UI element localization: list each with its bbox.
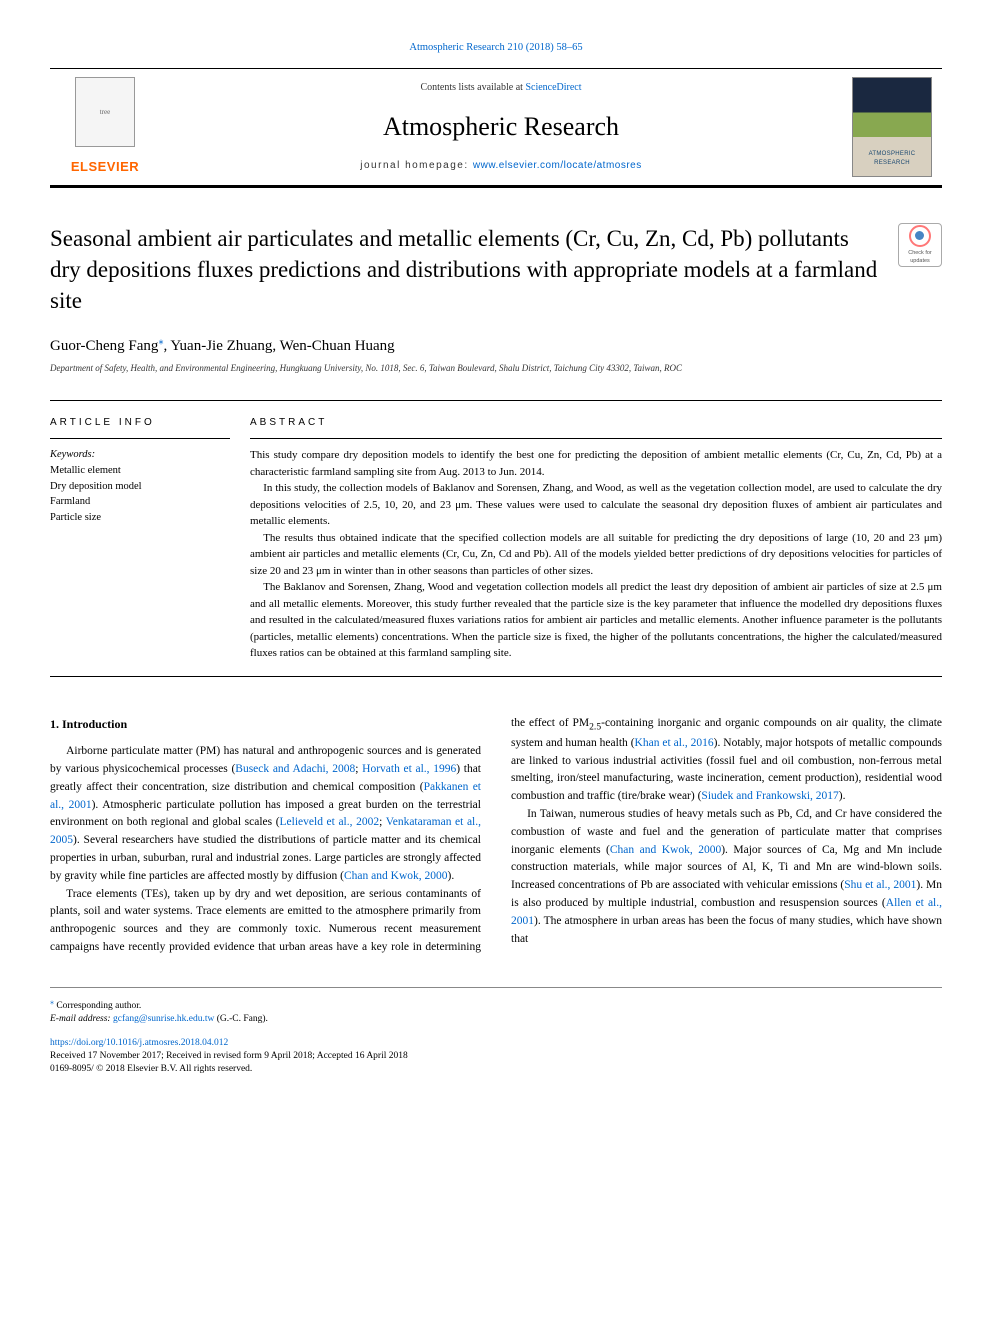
banner-center: Contents lists available at ScienceDirec…	[160, 69, 842, 185]
author-list: Guor-Cheng Fang⁎, Yuan-Jie Zhuang, Wen-C…	[50, 334, 942, 358]
journal-title: Atmospheric Research	[383, 107, 619, 146]
citation-link[interactable]: Shu et al., 2001	[844, 879, 916, 891]
crossmark-text-1: Check for	[908, 249, 932, 257]
citation-link[interactable]: Horvath et al., 1996	[362, 763, 456, 775]
cover-column: ATMOSPHERIC RESEARCH	[842, 69, 942, 185]
doi-link[interactable]: https://doi.org/10.1016/j.atmosres.2018.…	[50, 1038, 228, 1048]
info-abstract-block: ARTICLE INFO Keywords: Metallic element …	[50, 400, 942, 677]
email-name: (G.-C. Fang).	[217, 1014, 268, 1024]
section-heading: 1. Introduction	[50, 715, 481, 734]
crossmark-text-2: updates	[910, 257, 930, 265]
citation-link[interactable]: Siudek and Frankowski, 2017	[701, 790, 838, 802]
copyright-line: 0169-8095/ © 2018 Elsevier B.V. All righ…	[50, 1063, 942, 1076]
journal-cover-thumb: ATMOSPHERIC RESEARCH	[852, 77, 932, 177]
received-line: Received 17 November 2017; Received in r…	[50, 1050, 942, 1063]
body-text: 1. Introduction Airborne particulate mat…	[50, 715, 942, 957]
contents-line: Contents lists available at ScienceDirec…	[420, 80, 581, 95]
cover-text-2: RESEARCH	[872, 159, 912, 168]
corr-label: Corresponding author.	[56, 1001, 141, 1011]
crossmark-badge[interactable]: Check for updates	[898, 223, 942, 267]
section-number: 1.	[50, 717, 59, 731]
publisher-logo: ELSEVIER	[71, 157, 139, 177]
abstract-column: ABSTRACT This study compare dry depositi…	[250, 401, 942, 676]
keyword-item: Farmland	[50, 494, 230, 510]
citation-link[interactable]: Chan and Kwok, 2000	[344, 870, 448, 882]
abstract-para: This study compare dry deposition models…	[250, 447, 942, 480]
article-info-heading: ARTICLE INFO	[50, 415, 230, 439]
citation-link[interactable]: Khan et al., 2016	[635, 737, 714, 749]
running-header: Atmospheric Research 210 (2018) 58–65	[50, 40, 942, 56]
txt: ). The atmosphere in urban areas has bee…	[511, 915, 942, 945]
section-title: Introduction	[62, 717, 127, 731]
txt: ;	[379, 816, 386, 828]
sciencedirect-link[interactable]: ScienceDirect	[525, 82, 581, 93]
citation-link[interactable]: Buseck and Adachi, 2008	[235, 763, 355, 775]
email-link[interactable]: gcfang@sunrise.hk.edu.tw	[113, 1014, 214, 1024]
citation-link[interactable]: Lelieveld et al., 2002	[280, 816, 380, 828]
crossmark-icon	[909, 225, 931, 247]
corresponding-author: Guor-Cheng Fang	[50, 338, 158, 354]
keywords-list: Metallic element Dry deposition model Fa…	[50, 463, 230, 526]
abstract-text: This study compare dry deposition models…	[250, 447, 942, 662]
citation-link[interactable]: Chan and Kwok, 2000	[610, 844, 721, 856]
abstract-heading: ABSTRACT	[250, 415, 942, 439]
elsevier-tree-icon: tree	[75, 77, 135, 147]
txt: ).	[839, 790, 846, 802]
keyword-item: Particle size	[50, 510, 230, 526]
txt: ).	[448, 870, 455, 882]
homepage-link[interactable]: www.elsevier.com/locate/atmosres	[473, 160, 642, 171]
abstract-para: The results thus obtained indicate that …	[250, 530, 942, 580]
paper-title: Seasonal ambient air particulates and me…	[50, 223, 898, 316]
affiliation: Department of Safety, Health, and Enviro…	[50, 363, 942, 375]
abstract-para: In this study, the collection models of …	[250, 480, 942, 530]
email-line: E-mail address: gcfang@sunrise.hk.edu.tw…	[50, 1013, 942, 1026]
body-para: In Taiwan, numerous studies of heavy met…	[511, 806, 942, 949]
abstract-para: The Baklanov and Sorensen, Zhang, Wood a…	[250, 579, 942, 662]
homepage-prefix: journal homepage:	[360, 160, 473, 171]
journal-banner: tree ELSEVIER Contents lists available a…	[50, 68, 942, 188]
keyword-item: Dry deposition model	[50, 479, 230, 495]
corr-author-footnote: ⁎ Corresponding author.	[50, 996, 942, 1013]
email-label: E-mail address:	[50, 1014, 111, 1024]
other-authors: , Yuan-Jie Zhuang, Wen-Chuan Huang	[163, 338, 394, 354]
keywords-label: Keywords:	[50, 447, 230, 463]
keyword-item: Metallic element	[50, 463, 230, 479]
corr-mark: ⁎	[50, 997, 54, 1006]
homepage-line: journal homepage: www.elsevier.com/locat…	[360, 158, 641, 173]
body-para: Airborne particulate matter (PM) has nat…	[50, 743, 481, 886]
subscript: 2.5	[589, 721, 601, 732]
publisher-column: tree ELSEVIER	[50, 69, 160, 185]
article-info-column: ARTICLE INFO Keywords: Metallic element …	[50, 401, 250, 676]
contents-prefix: Contents lists available at	[420, 82, 525, 93]
cover-text-1: ATMOSPHERIC	[867, 150, 918, 159]
title-block: Seasonal ambient air particulates and me…	[50, 223, 942, 316]
page-footer: ⁎ Corresponding author. E-mail address: …	[50, 987, 942, 1077]
